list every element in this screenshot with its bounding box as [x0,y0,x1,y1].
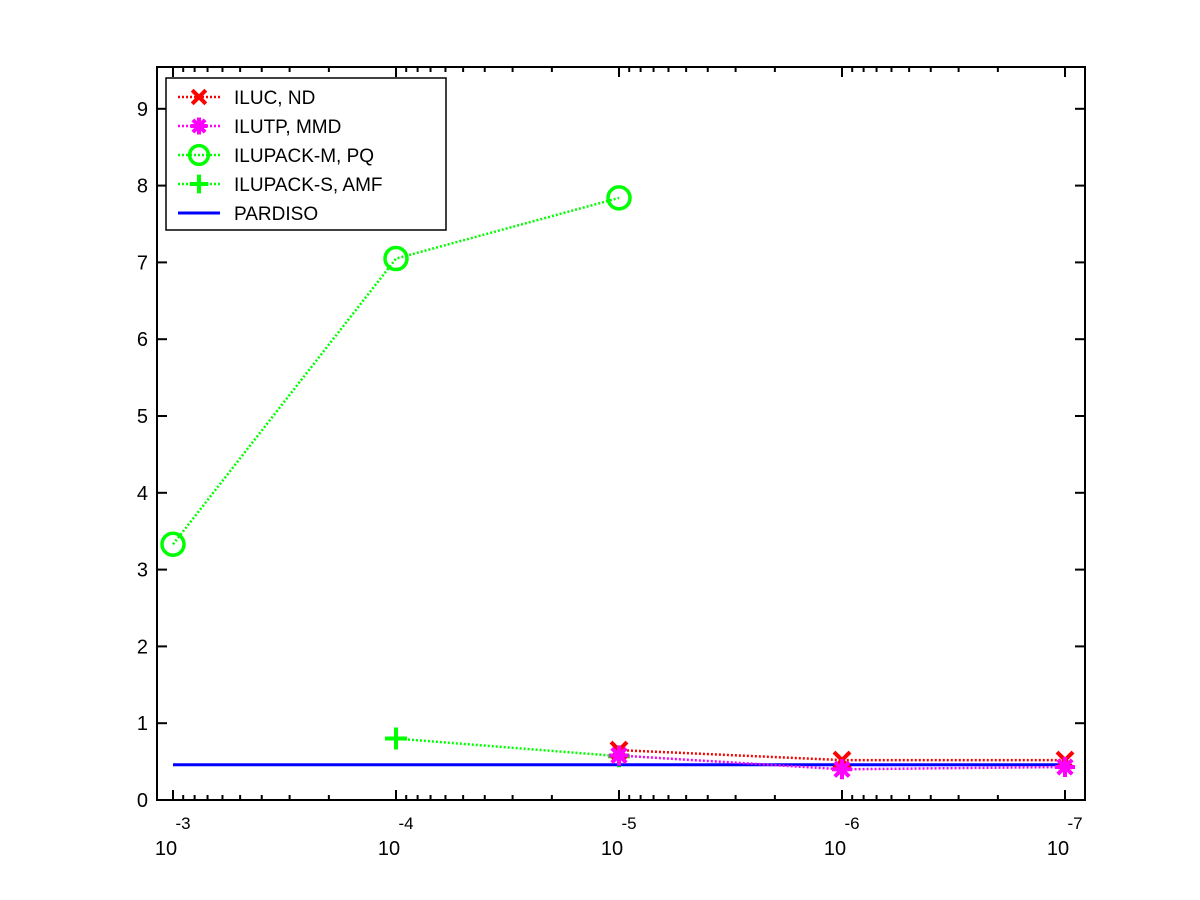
asterisk-marker [1055,756,1075,777]
x-tick-label-exponent: -3 [175,814,190,833]
x-tick-label-exponent: -6 [844,814,859,833]
y-tick-label: 9 [137,99,148,121]
series-line [172,196,620,546]
x-tick-label-exponent: -4 [398,814,413,833]
plus-marker [385,727,407,750]
x-marker [190,88,208,106]
y-tick-label: 1 [137,713,148,735]
legend-box [165,77,447,231]
x-tick-label-exponent: -5 [621,814,636,833]
y-tick-label: 4 [137,483,148,505]
plot-frame [156,66,1086,801]
x-tick-label-exponent: -7 [1067,814,1082,833]
y-tick-label: 2 [137,636,148,658]
legend-entry-label: ILUTP, MMD [234,117,341,138]
asterisk-marker [190,117,208,135]
x-tick-label-base: 10 [1047,838,1069,860]
asterisk-marker [832,759,852,780]
y-tick-label: 8 [137,176,148,198]
series-line [395,737,620,758]
legend: ILUC, ND ILUTP, MMD ILUPACK-M, PQ ILUPACK-S… [165,77,447,231]
plus-marker [189,174,209,194]
x-tick-label-base: 10 [601,838,623,860]
tick-labels: 10 -3 10 -4 10 -5 10 -6 10 -7 0 1 2 3 4 5 6 7 8 9 [137,99,1083,860]
y-tick-label: 3 [137,560,148,582]
legend-entry-label: ILUPACK-S, AMF [234,175,383,196]
circle-marker [606,185,632,211]
x-tick-label-base: 10 [155,838,177,860]
circle-marker [160,531,186,558]
y-tick-label: 5 [137,406,148,428]
y-tick-label: 7 [137,252,148,274]
legend-entry-label: ILUC, ND [234,88,315,109]
y-tick-label: 0 [137,790,148,812]
legend-entry-label: PARDISO [234,204,318,225]
circle-marker [383,245,409,272]
x-tick-label-base: 10 [824,838,846,860]
circle-marker [187,143,211,167]
legend-entry-label: ILUPACK-M, PQ [234,146,374,167]
y-tick-label: 6 [137,329,148,351]
series-layer [160,185,1075,780]
series-line [618,754,1066,771]
x-tick-label-base: 10 [378,838,400,860]
asterisk-marker [609,745,629,766]
